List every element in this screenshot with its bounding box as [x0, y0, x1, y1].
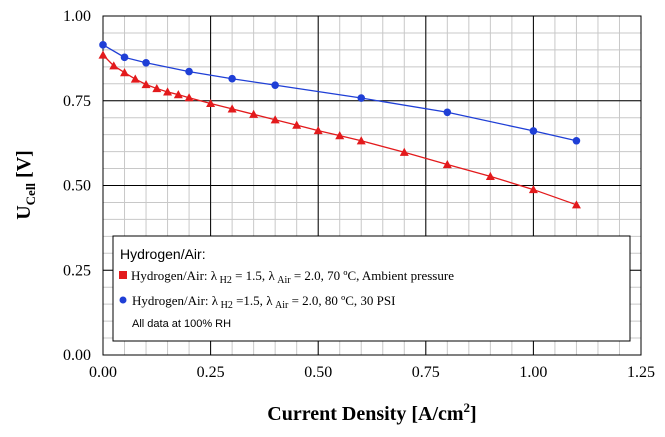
- legend-1-a: Hydrogen/Air:: [132, 293, 212, 308]
- series-0-point: [206, 98, 216, 108]
- series-0-point: [356, 136, 366, 145]
- x-axis-label-main: Current Density [A/cm: [267, 403, 464, 425]
- series-1-point: [228, 74, 236, 83]
- x-tick-label: 1.00: [519, 364, 547, 381]
- legend-0-b: = 1.5,: [232, 268, 269, 283]
- legend-1-lambda1: λ: [212, 293, 219, 308]
- series-0-point: [227, 104, 237, 113]
- series-1-point: [99, 41, 107, 49]
- legend-0-a: Hydrogen/Air:: [131, 268, 211, 283]
- series-0-point: [98, 50, 108, 59]
- series-layer: [98, 41, 581, 209]
- series-1-point: [271, 81, 279, 89]
- legend-1-c: = 2.0, 80 ºC, 30 PSI: [288, 293, 395, 308]
- series-0-point: [141, 79, 151, 89]
- series-0-point: [313, 126, 323, 135]
- y-axis-label-end: [V]: [13, 150, 35, 183]
- y-tick-labels: 0.00 0.25 0.50 0.75 1.00: [63, 8, 91, 364]
- series-0-point: [130, 74, 140, 83]
- legend-marker-series-0: [119, 271, 127, 279]
- legend-1-sub2: Air: [273, 300, 290, 311]
- series-0-point: [152, 84, 162, 93]
- series-0-point: [292, 120, 302, 129]
- legend-1-sub1: H2: [218, 300, 233, 311]
- x-axis-label-end: ]: [470, 403, 477, 425]
- series-0-point: [270, 115, 280, 124]
- y-tick-label: 0.00: [63, 347, 91, 364]
- series-0-point: [163, 87, 173, 96]
- legend-0-c: = 2.0, 70 ºC, Ambient pressure: [291, 268, 455, 283]
- legend-0-sub1: H2: [217, 275, 232, 286]
- series-1-point: [357, 94, 366, 102]
- y-axis-label: UCell [V]: [13, 150, 38, 220]
- series-1: [99, 41, 581, 145]
- legend-label-series-1: Hydrogen/Air: λ H2 =1.5, λ Air = 2.0, 80…: [132, 293, 395, 311]
- y-axis-label-sub: Cell: [23, 183, 38, 206]
- x-axis-label-sup: 2: [464, 400, 471, 415]
- legend: Hydrogen/Air: Hydrogen/Air: λ H2 = 1.5, …: [112, 235, 631, 342]
- series-0-point: [184, 93, 194, 102]
- series-0-point: [485, 171, 495, 180]
- series-0-point: [249, 109, 259, 118]
- series-0-point: [173, 90, 183, 99]
- x-tick-label: 1.25: [627, 364, 655, 381]
- series-0-point: [571, 200, 581, 209]
- x-tick-labels: 0.00 0.25 0.50 0.75 1.00 1.25: [89, 364, 655, 381]
- legend-marker-series-1: [119, 296, 127, 304]
- legend-1-lambda2: λ: [266, 293, 273, 308]
- series-1-point: [443, 108, 452, 117]
- x-tick-label: 0.25: [197, 364, 225, 381]
- y-tick-label: 0.25: [63, 262, 91, 279]
- series-1-point: [529, 127, 538, 135]
- legend-0-lambda1: λ: [211, 268, 218, 283]
- y-tick-label: 1.00: [63, 8, 91, 25]
- legend-label-series-0: Hydrogen/Air: λ H2 = 1.5, λ Air = 2.0, 7…: [131, 268, 454, 286]
- series-0-point: [335, 131, 345, 140]
- legend-title: Hydrogen/Air:: [120, 246, 206, 262]
- legend-1-b: =1.5,: [233, 293, 266, 308]
- legend-note: All data at 100% RH: [132, 318, 231, 330]
- x-tick-label: 0.50: [304, 364, 332, 381]
- x-axis-label: Current Density [A/cm2]: [267, 400, 476, 425]
- plot-frame: [102, 15, 642, 356]
- y-axis-label-main: U: [13, 205, 35, 219]
- series-0-point: [120, 68, 130, 77]
- legend-box: [112, 235, 631, 342]
- series-1-point: [142, 58, 150, 67]
- series-0-point: [109, 61, 119, 70]
- series-0-point: [399, 147, 409, 156]
- series-0: [98, 50, 581, 209]
- x-tick-label: 0.75: [412, 364, 440, 381]
- series-0-point: [442, 159, 452, 169]
- series-1-point: [185, 67, 193, 76]
- series-1-line: [102, 44, 577, 142]
- series-0-line: [102, 54, 577, 206]
- y-tick-label: 0.50: [63, 178, 91, 195]
- series-1-point: [572, 136, 581, 145]
- legend-0-sub2: Air: [275, 275, 292, 286]
- y-tick-label: 0.75: [63, 93, 91, 110]
- series-0-point: [528, 185, 538, 194]
- x-tick-label: 0.00: [89, 364, 117, 381]
- series-1-point: [120, 53, 129, 62]
- legend-0-lambda2: λ: [268, 268, 275, 283]
